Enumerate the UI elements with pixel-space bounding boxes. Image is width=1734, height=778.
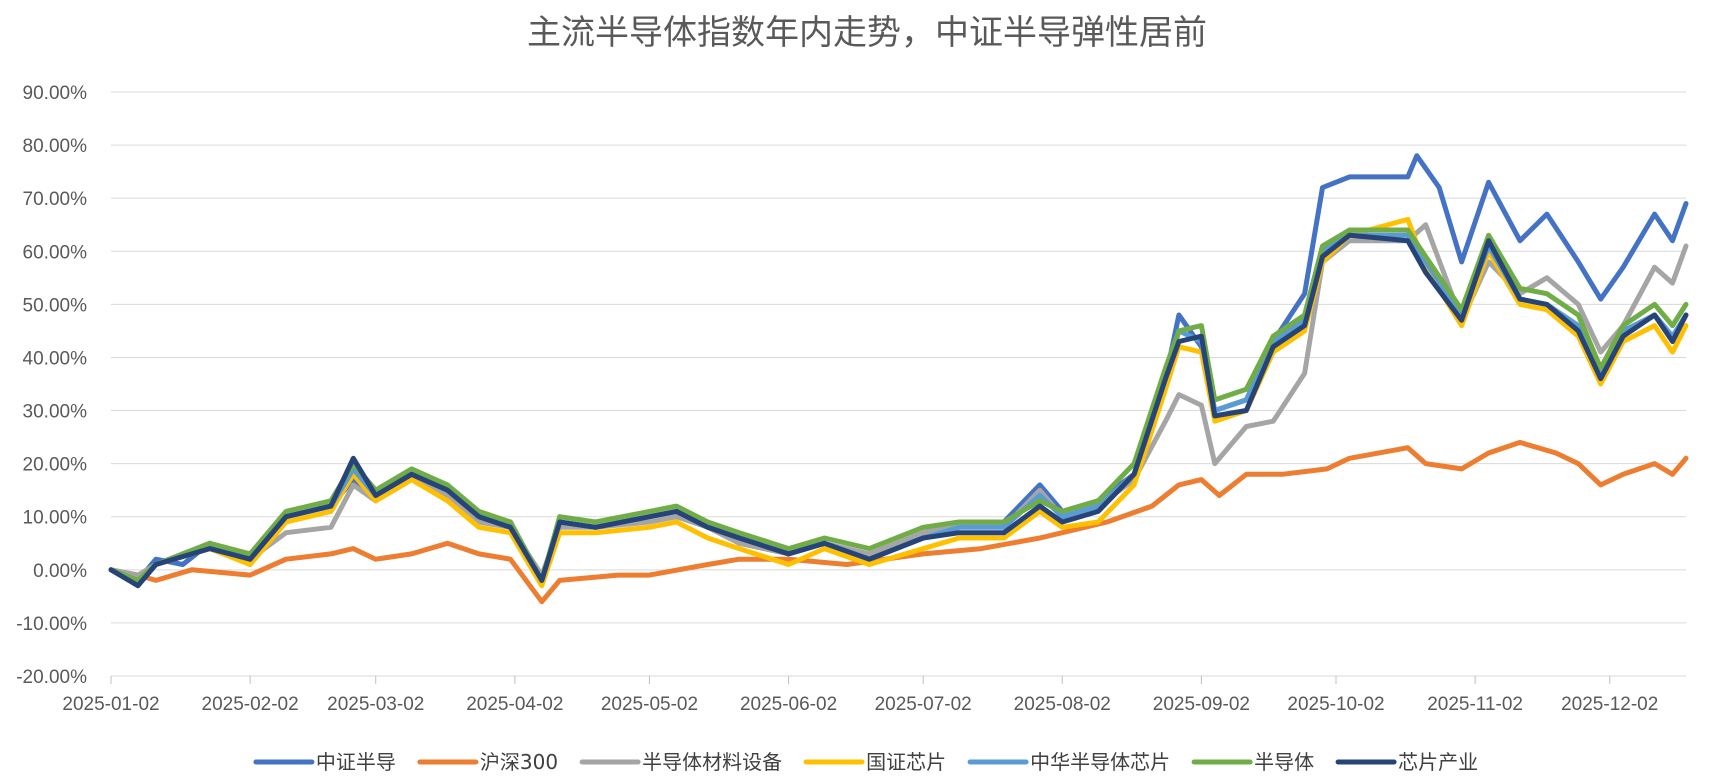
y-tick-label: 40.00% <box>23 348 88 369</box>
legend-item: 半导体 <box>1191 750 1314 774</box>
series-layer <box>108 153 1689 605</box>
legend-item: 半导体材料设备 <box>579 750 782 774</box>
x-tick-label: 2025-12-02 <box>1561 694 1658 715</box>
x-tick-label: 2025-04-02 <box>466 694 563 715</box>
x-tick-label: 2025-09-02 <box>1153 694 1250 715</box>
legend-label: 半导体 <box>1254 750 1314 774</box>
x-tick-label: 2025-05-02 <box>601 694 698 715</box>
legend-item: 国证芯片 <box>803 750 946 774</box>
y-tick-label: 10.00% <box>23 508 88 529</box>
y-tick-label: 80.00% <box>23 136 88 157</box>
axis-layer: 90.00% 80.00% 70.00% 60.00% 50.00% 40.00% 30.0… <box>16 83 1658 715</box>
x-tick-label: 2025-06-02 <box>740 694 837 715</box>
legend-label: 中华半导体芯片 <box>1030 750 1170 774</box>
y-tick-label: -10.00% <box>16 614 87 635</box>
y-tick-label: 50.00% <box>23 295 88 316</box>
legend-item: 中华半导体芯片 <box>967 750 1170 774</box>
y-tick-label: 60.00% <box>23 242 88 263</box>
legend: 中证半导 沪深300 半导体材料设备 国证芯片 中华半导体芯片 半导体 芯片产业 <box>253 750 1478 774</box>
x-tick-label: 2025-08-02 <box>1014 694 1111 715</box>
grid-layer <box>111 91 1686 677</box>
x-tick-label: 2025-03-02 <box>327 694 424 715</box>
series-line <box>108 439 1689 605</box>
y-tick-label: 30.00% <box>23 402 88 423</box>
y-tick-label: 90.00% <box>23 83 88 104</box>
legend-label: 芯片产业 <box>1398 750 1478 774</box>
x-tick-label: 2025-07-02 <box>875 694 972 715</box>
legend-label: 中证半导 <box>316 750 396 774</box>
series-line <box>108 216 1689 589</box>
x-tick-label: 2025-02-02 <box>202 694 299 715</box>
series-line <box>108 222 1689 578</box>
legend-item: 沪深300 <box>417 750 558 774</box>
legend-item: 中证半导 <box>253 750 396 774</box>
y-tick-label: 0.00% <box>33 561 87 582</box>
x-tick-label: 2025-01-02 <box>62 694 159 715</box>
chart-title: 主流半导体指数年内走势，中证半导弹性居前 <box>527 13 1207 53</box>
x-tick-label: 2025-10-02 <box>1287 694 1384 715</box>
y-tick-label: 20.00% <box>23 455 88 476</box>
legend-label: 沪深300 <box>480 750 558 774</box>
series-line <box>108 232 1689 589</box>
legend-label: 国证芯片 <box>866 750 946 774</box>
y-tick-label: 70.00% <box>23 189 88 210</box>
legend-label: 半导体材料设备 <box>642 750 782 774</box>
legend-item: 芯片产业 <box>1335 750 1478 774</box>
x-tick-label: 2025-11-02 <box>1427 694 1523 715</box>
y-tick-label: -20.00% <box>16 667 87 688</box>
